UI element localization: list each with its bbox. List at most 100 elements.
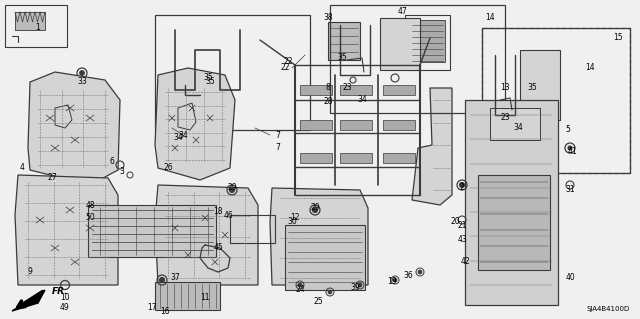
Circle shape (418, 270, 422, 274)
Text: 34: 34 (173, 133, 183, 143)
Polygon shape (465, 100, 558, 305)
Text: 18: 18 (213, 207, 223, 217)
Bar (482, 28, 630, 173)
Bar (155, 282, 220, 310)
Polygon shape (410, 20, 445, 62)
Bar (300, 153, 332, 163)
Text: 19: 19 (387, 278, 397, 286)
Text: 24: 24 (295, 286, 305, 294)
Text: 47: 47 (397, 8, 407, 17)
Bar (230, 215, 275, 243)
Text: 26: 26 (163, 164, 173, 173)
Bar (300, 85, 332, 95)
Text: 14: 14 (485, 13, 495, 23)
Text: 7: 7 (276, 130, 280, 139)
Circle shape (159, 278, 164, 283)
Text: 48: 48 (85, 201, 95, 210)
Text: 11: 11 (200, 293, 210, 302)
Text: 27: 27 (47, 174, 57, 182)
Polygon shape (155, 185, 258, 285)
Polygon shape (270, 188, 368, 285)
Text: 25: 25 (313, 298, 323, 307)
Circle shape (230, 188, 234, 192)
Circle shape (312, 207, 317, 212)
Text: 16: 16 (160, 308, 170, 316)
Text: 50: 50 (85, 213, 95, 222)
Polygon shape (15, 12, 45, 30)
Circle shape (358, 283, 362, 287)
Text: 17: 17 (147, 303, 157, 313)
Polygon shape (15, 175, 118, 285)
Text: 1: 1 (36, 24, 40, 33)
Circle shape (79, 70, 84, 76)
Text: 23: 23 (342, 84, 352, 93)
Bar (340, 120, 372, 130)
Text: 35: 35 (205, 78, 215, 86)
Polygon shape (12, 290, 45, 311)
Text: 13: 13 (500, 84, 510, 93)
Bar (155, 15, 310, 130)
Bar (482, 28, 630, 173)
Text: 49: 49 (60, 303, 70, 313)
Text: 45: 45 (213, 243, 223, 253)
Bar (340, 153, 372, 163)
Polygon shape (178, 103, 196, 130)
Bar (478, 175, 550, 270)
Text: 6: 6 (109, 158, 115, 167)
Polygon shape (490, 108, 540, 140)
Text: 9: 9 (28, 268, 33, 277)
Text: FR.: FR. (52, 287, 68, 296)
Polygon shape (520, 50, 560, 120)
Text: 41: 41 (567, 147, 577, 157)
Text: 35: 35 (337, 54, 347, 63)
Circle shape (198, 293, 202, 298)
Text: 29: 29 (310, 204, 320, 212)
Text: 3: 3 (120, 167, 124, 176)
Text: 29: 29 (227, 183, 237, 192)
Circle shape (460, 182, 465, 188)
Text: 35: 35 (527, 84, 537, 93)
Text: 8: 8 (326, 84, 330, 93)
Polygon shape (380, 18, 420, 70)
Text: 31: 31 (565, 186, 575, 195)
Polygon shape (155, 68, 235, 180)
Bar (383, 85, 415, 95)
Circle shape (298, 283, 302, 287)
Text: 12: 12 (291, 213, 300, 222)
Text: 38: 38 (323, 13, 333, 23)
Text: 34: 34 (513, 123, 523, 132)
Circle shape (328, 290, 332, 294)
Text: 23: 23 (500, 114, 510, 122)
Text: 46: 46 (223, 211, 233, 219)
Bar (340, 85, 372, 95)
Text: 43: 43 (457, 235, 467, 244)
Text: 37: 37 (170, 273, 180, 283)
Text: 36: 36 (403, 271, 413, 279)
Polygon shape (28, 72, 120, 185)
Text: 28: 28 (323, 98, 333, 107)
Text: 35: 35 (203, 73, 213, 83)
Polygon shape (55, 105, 72, 128)
Circle shape (393, 278, 397, 282)
Bar (285, 225, 365, 290)
Bar (5, 5, 67, 47)
Circle shape (170, 126, 174, 130)
Bar (300, 120, 332, 130)
Text: 40: 40 (565, 273, 575, 283)
Text: 2: 2 (460, 183, 465, 192)
Text: 39: 39 (350, 284, 360, 293)
Bar (88, 205, 216, 257)
Text: 5: 5 (566, 125, 570, 135)
Text: 7: 7 (276, 144, 280, 152)
Polygon shape (412, 88, 452, 205)
Text: 42: 42 (460, 257, 470, 266)
Polygon shape (328, 22, 360, 60)
Text: 20: 20 (450, 218, 460, 226)
Text: 15: 15 (613, 33, 623, 42)
Text: 21: 21 (457, 220, 467, 229)
Text: 34: 34 (178, 130, 188, 139)
Text: SJA4B4100D: SJA4B4100D (587, 306, 630, 312)
Bar (330, 5, 505, 113)
Bar (383, 153, 415, 163)
Circle shape (568, 146, 572, 150)
